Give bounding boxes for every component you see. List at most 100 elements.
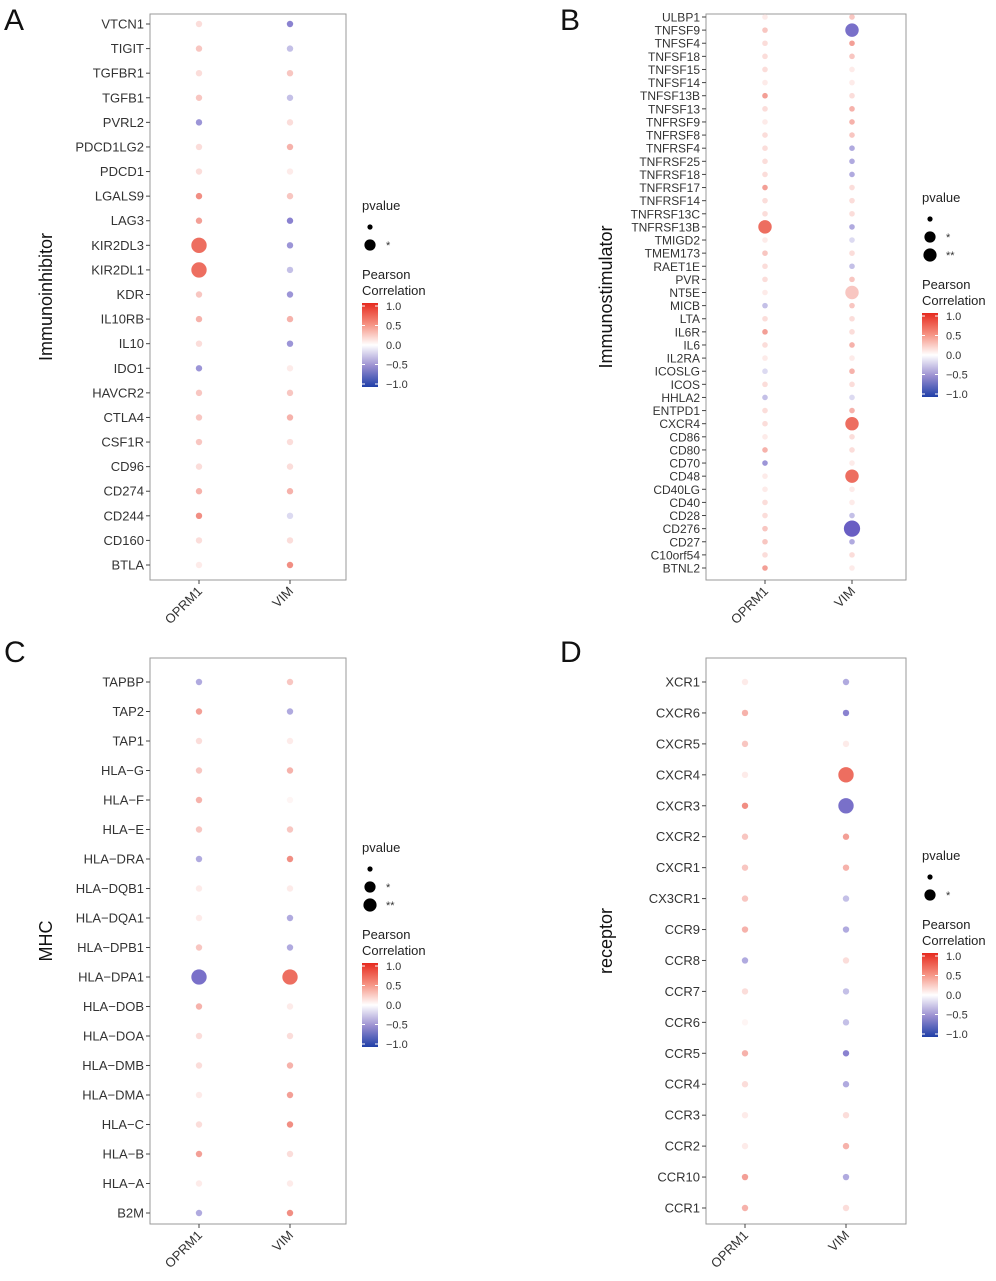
panel-a-dot: [195, 217, 203, 224]
panel-c-legend-pvalue-title: pvalue: [362, 840, 400, 855]
panel-b-dot: [762, 329, 768, 335]
panel-c-dot: [195, 1150, 203, 1158]
panel-a-legend-color-subtitle: Correlation: [362, 283, 426, 298]
panel-c-ytick-label: B2M: [117, 1206, 144, 1221]
panel-d-ytick-label: CXCR2: [656, 829, 700, 844]
panel-a-ytick-label: CD274: [104, 484, 144, 499]
panel-a-ytick-label: TGFBR1: [93, 66, 144, 81]
panel-a-ytick-label: CD160: [104, 533, 144, 548]
panel-a-dot: [195, 389, 203, 397]
panel-b-dot: [762, 276, 768, 283]
panel-b-dot: [762, 184, 768, 191]
panel-d-legend-color-title: Pearson: [922, 917, 970, 932]
panel-c-ytick-label: HLA−DPA1: [78, 970, 144, 985]
panel-a-ytick-label: CTLA4: [104, 410, 144, 425]
panel-c-ylabel: MHC: [36, 921, 56, 962]
panel-b-ytick-label: CD80: [669, 443, 700, 457]
panel-d-dot: [741, 864, 749, 871]
panel-d-ytick-label: CCR1: [665, 1201, 700, 1216]
panel-c-dot: [286, 1032, 294, 1040]
panel-c-dot: [286, 708, 294, 715]
panel-b-dot: [849, 40, 855, 47]
panel-a-dot: [286, 291, 294, 298]
panel-a-dot: [195, 414, 203, 421]
panel-c-dot: [286, 767, 294, 774]
panel-b-legend-colorbar: [922, 313, 938, 397]
panel-a-ylabel: Immunoinhibitor: [36, 233, 56, 361]
panel-c-dot: [286, 885, 294, 892]
panel-c-legend-pvalue-label: *: [386, 882, 391, 894]
panel-c-dot: [195, 914, 203, 922]
panel-c-dot: [195, 1091, 203, 1099]
panel-b-ytick-label: TNFSF14: [648, 76, 700, 90]
panel-d-dot: [842, 895, 850, 902]
panel-b-dot: [762, 460, 768, 466]
panel-c-legend-colorbar-label: 0.0: [386, 1000, 401, 1012]
panel-b-dot: [762, 355, 768, 361]
panel-d-legend-colorbar: [922, 953, 938, 1037]
panel-b-dot: [849, 394, 855, 401]
panel-b-ytick-label: TNFRSF9: [646, 115, 700, 129]
panel-b-ytick-label: CD27: [669, 535, 700, 549]
panel-a-dot: [195, 69, 203, 77]
panel-c-dot: [195, 1062, 203, 1069]
panel-a-ytick-label: LGALS9: [95, 189, 144, 204]
panel-d-dot: [842, 864, 850, 871]
panel-a-dot: [286, 315, 294, 323]
panel-a-ytick-label: CD244: [104, 508, 144, 523]
panel-c-dot: [286, 855, 294, 863]
panel-d-dot: [741, 802, 749, 809]
panel-d-dot: [842, 1050, 850, 1057]
panel-b-dot: [849, 106, 855, 112]
panel-c-legend-colorbar: [362, 963, 378, 1047]
panel-b-dot: [849, 407, 855, 414]
panel-c-dot: [286, 796, 294, 804]
panel-b-dot: [849, 92, 855, 99]
panel-b-dot: [762, 27, 768, 33]
panel-b-dot: [762, 79, 768, 86]
panel-d-legend-colorbar-label: −0.5: [946, 1010, 968, 1022]
panel-c-legend-color-subtitle: Correlation: [362, 943, 426, 958]
panel-a-dot: [286, 365, 294, 372]
panel-b-dot: [762, 171, 768, 178]
panel-a-dot: [286, 45, 294, 52]
panel-c-ytick-label: HLA−DOA: [83, 1029, 144, 1044]
panel-d-ytick-label: CCR8: [665, 953, 700, 968]
panel-d-legend-colorbar-label: 0.5: [946, 971, 961, 983]
panel-b-ytick-label: TNFRSF8: [646, 129, 700, 143]
panel-a-ytick-label: IDO1: [114, 361, 144, 376]
panel-c-ytick-label: HLA−DRA: [84, 852, 145, 867]
panel-b-dot: [762, 263, 768, 270]
panel-b-ytick-label: TNFSF9: [655, 24, 701, 38]
panel-c-dot: [286, 1062, 294, 1069]
panel-a-ytick-label: PDCD1: [100, 164, 144, 179]
panel-a-legend-pvalue-label: *: [386, 240, 391, 252]
panel-d-dot: [842, 709, 850, 717]
panel-b-ytick-label: ULBP1: [662, 11, 700, 25]
panel-a-dot: [195, 119, 203, 126]
panel-b-dot: [762, 525, 768, 532]
panel-b-legend-colorbar-label: 0.5: [946, 331, 961, 343]
panel-a-dot: [195, 315, 203, 323]
panel-a-xtick-label: VIM: [269, 584, 296, 611]
panel-b-dot: [849, 565, 855, 571]
panel-b-dot: [762, 486, 768, 493]
panel-b-dot: [762, 14, 768, 20]
panel-d-dot: [741, 957, 749, 964]
panel-b-dot: [849, 512, 855, 519]
panel-b-ytick-label: IL2RA: [667, 352, 700, 366]
panel-a-dot: [191, 237, 207, 253]
panel-a-ytick-label: TIGIT: [111, 41, 144, 56]
panel-c: C MHC TAPBP TAP2 TAP1 HLA−G HLA−F HLA−E HLA−DRA…: [4, 636, 426, 1271]
panel-c-ytick-label: HLA−A: [102, 1176, 144, 1191]
panel-a-dot: [195, 488, 203, 495]
panel-d-dot: [741, 833, 749, 840]
panel-a-ytick-label: CSF1R: [101, 435, 144, 450]
panel-b-ytick-label: LTA: [680, 312, 700, 326]
panel-a-ytick-label: PVRL2: [103, 115, 144, 130]
panel-b-ytick-label: BTNL2: [663, 562, 701, 576]
panel-d-dot: [741, 1204, 749, 1212]
panel-a-legend-pvalue-dot: [367, 224, 373, 230]
panel-c-legend-pvalue-dot: [367, 866, 373, 872]
